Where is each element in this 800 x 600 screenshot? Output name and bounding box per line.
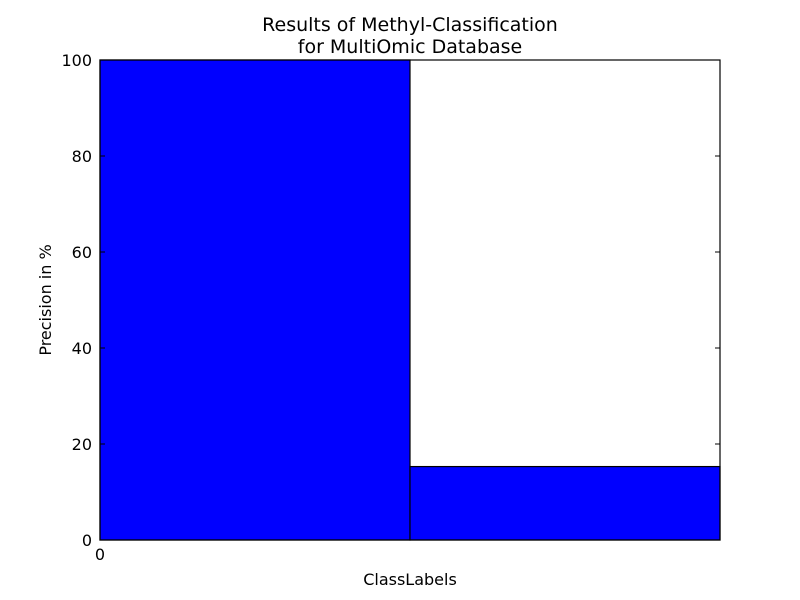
y-tick-label: 40	[72, 339, 92, 358]
chart-title: Results of Methyl-Classification for Mul…	[262, 14, 558, 58]
chart-title-line-2: for MultiOmic Database	[298, 36, 523, 58]
y-tick-label: 80	[72, 147, 92, 166]
plot-frame	[99, 59, 721, 541]
bars-group	[99, 59, 721, 541]
x-axis-ticks: 0	[95, 545, 105, 564]
y-axis-label: Precision in %	[36, 244, 55, 355]
bar-2	[409, 465, 721, 541]
y-tick-label: 0	[82, 531, 92, 550]
x-tick-label: 0	[95, 545, 105, 564]
chart-title-line-1: Results of Methyl-Classification	[262, 14, 558, 36]
y-tick-label: 100	[61, 51, 92, 70]
y-tick-label: 60	[72, 243, 92, 262]
x-axis-label: ClassLabels	[363, 570, 457, 589]
y-tick-label: 20	[72, 435, 92, 454]
bar-1	[99, 59, 411, 541]
y-axis-ticks: 0 20 40 60 80 100	[61, 51, 720, 550]
